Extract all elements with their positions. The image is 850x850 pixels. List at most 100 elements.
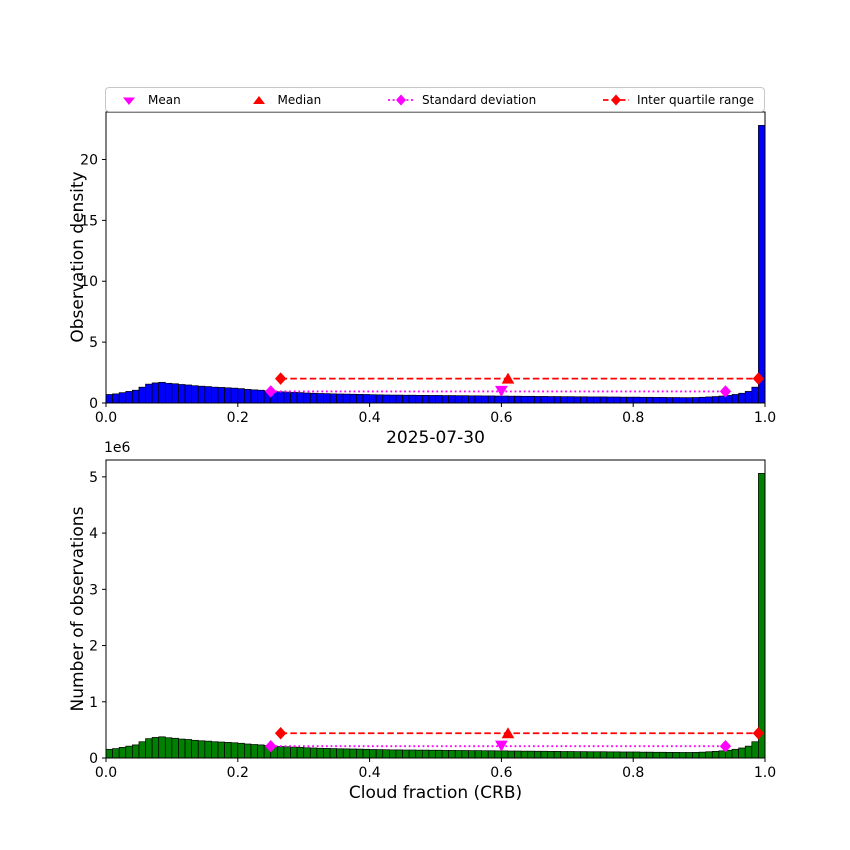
histogram-bar bbox=[125, 745, 133, 759]
histogram-bar bbox=[408, 749, 417, 759]
histogram-bar bbox=[665, 397, 674, 404]
histogram-bar bbox=[230, 742, 239, 759]
x-tick-label: 0.8 bbox=[622, 765, 644, 781]
diamond-marker bbox=[752, 727, 765, 740]
x-tick-label: 0.8 bbox=[622, 410, 644, 426]
histogram-bar bbox=[145, 383, 153, 404]
histogram-bar bbox=[731, 748, 739, 759]
histogram-bar bbox=[646, 751, 654, 759]
histogram-bar bbox=[138, 386, 146, 404]
histogram-bar bbox=[191, 385, 199, 404]
histogram-bar bbox=[415, 749, 423, 759]
histogram-bar bbox=[744, 391, 753, 404]
legend-box: Mean Median Standard deviation Inter qua… bbox=[105, 87, 765, 112]
axes-frame bbox=[105, 111, 766, 404]
histogram-bar bbox=[257, 389, 265, 404]
histogram-bar bbox=[145, 738, 153, 759]
histogram-bar bbox=[672, 397, 680, 404]
histogram-bar bbox=[613, 396, 621, 404]
histogram-bar bbox=[639, 751, 647, 759]
histogram-bar bbox=[448, 750, 456, 759]
histogram-bar bbox=[125, 391, 133, 404]
histogram-bar bbox=[758, 125, 766, 404]
histogram-bar bbox=[540, 396, 548, 404]
histogram-bar bbox=[138, 741, 146, 759]
histogram-bar bbox=[112, 748, 120, 759]
legend-entry-mean: Mean bbox=[116, 93, 181, 107]
histogram-bar bbox=[105, 748, 113, 759]
histogram-bar bbox=[731, 394, 739, 404]
histogram-bar bbox=[481, 395, 489, 404]
histogram-bar bbox=[652, 397, 660, 404]
histogram-bar bbox=[309, 392, 318, 404]
histogram-bar bbox=[171, 737, 179, 759]
iqr-marker-icon bbox=[603, 94, 630, 105]
histogram-bar bbox=[421, 749, 430, 759]
histogram-bar bbox=[204, 386, 212, 404]
histogram-bar bbox=[118, 747, 127, 759]
histogram-bar bbox=[342, 393, 351, 404]
histogram-bar bbox=[158, 381, 166, 404]
histogram-bar bbox=[448, 395, 456, 404]
histogram-bar bbox=[375, 394, 384, 404]
axes-top: 0.0 0.2 0.4 0.6 0.8 1.0 0 5 10 15 20 bbox=[80, 111, 776, 426]
histogram-bar bbox=[501, 750, 509, 759]
histogram-bar bbox=[580, 396, 588, 404]
histogram-bar bbox=[224, 387, 232, 404]
histogram-bar bbox=[593, 751, 601, 759]
y-tick-label: 3 bbox=[89, 582, 98, 598]
x-tick-label: 0.6 bbox=[490, 765, 512, 781]
histogram-bar bbox=[428, 749, 436, 759]
histogram-bar bbox=[382, 394, 390, 404]
histogram-bar bbox=[606, 751, 614, 759]
legend-label-std: Standard deviation bbox=[422, 92, 537, 107]
y-tick-label: 5 bbox=[89, 470, 98, 486]
histogram-bar bbox=[646, 396, 654, 404]
y-tick-label: 0 bbox=[89, 751, 98, 767]
histogram-bar bbox=[184, 384, 193, 404]
legend-label-median: Median bbox=[277, 92, 322, 107]
x-tick-label: 0.0 bbox=[95, 410, 117, 426]
median-triangle-marker bbox=[501, 372, 515, 384]
histogram-bar bbox=[514, 750, 522, 759]
histogram-bar bbox=[342, 748, 351, 759]
histogram-bar bbox=[685, 752, 693, 759]
y-tick-label: 1 bbox=[89, 695, 98, 711]
histogram-bar bbox=[692, 397, 700, 404]
histogram-bar bbox=[303, 747, 311, 759]
histogram-bar bbox=[606, 396, 614, 404]
histogram-bar bbox=[211, 386, 219, 404]
legend-label-iqr: Inter quartile range bbox=[637, 92, 754, 107]
histogram-bar bbox=[533, 396, 542, 404]
histogram-bar bbox=[698, 751, 707, 759]
histogram-bar bbox=[527, 395, 535, 404]
x-tick-label: 1.0 bbox=[754, 765, 776, 781]
x-tick-label: 0.2 bbox=[227, 765, 249, 781]
histogram-bar bbox=[316, 747, 324, 759]
histogram-bar bbox=[204, 740, 212, 759]
histogram-bar bbox=[164, 737, 173, 759]
histogram-bar bbox=[461, 750, 469, 759]
histogram-bar bbox=[197, 740, 206, 759]
histogram-bar bbox=[613, 751, 621, 759]
histogram-bar bbox=[632, 396, 641, 404]
histogram-bar bbox=[626, 396, 634, 404]
histogram-bar bbox=[389, 394, 397, 404]
histogram-bar bbox=[639, 396, 647, 404]
histogram-bar bbox=[494, 750, 502, 759]
x-axis-label: Cloud fraction (CRB) bbox=[348, 783, 523, 803]
histogram-bar bbox=[250, 389, 258, 404]
histogram-bar bbox=[744, 745, 753, 759]
histogram-bar bbox=[441, 750, 450, 759]
histogram-bar bbox=[711, 396, 720, 404]
histogram-bar bbox=[738, 392, 746, 404]
y-tick-label: 15 bbox=[80, 213, 98, 229]
histogram-bar bbox=[705, 751, 713, 759]
histogram-bar bbox=[349, 748, 357, 759]
x-tick-label: 1.0 bbox=[754, 410, 776, 426]
histogram-bar bbox=[356, 748, 364, 759]
histogram-bar bbox=[421, 394, 430, 404]
legend-entry-median: Median bbox=[246, 92, 322, 107]
